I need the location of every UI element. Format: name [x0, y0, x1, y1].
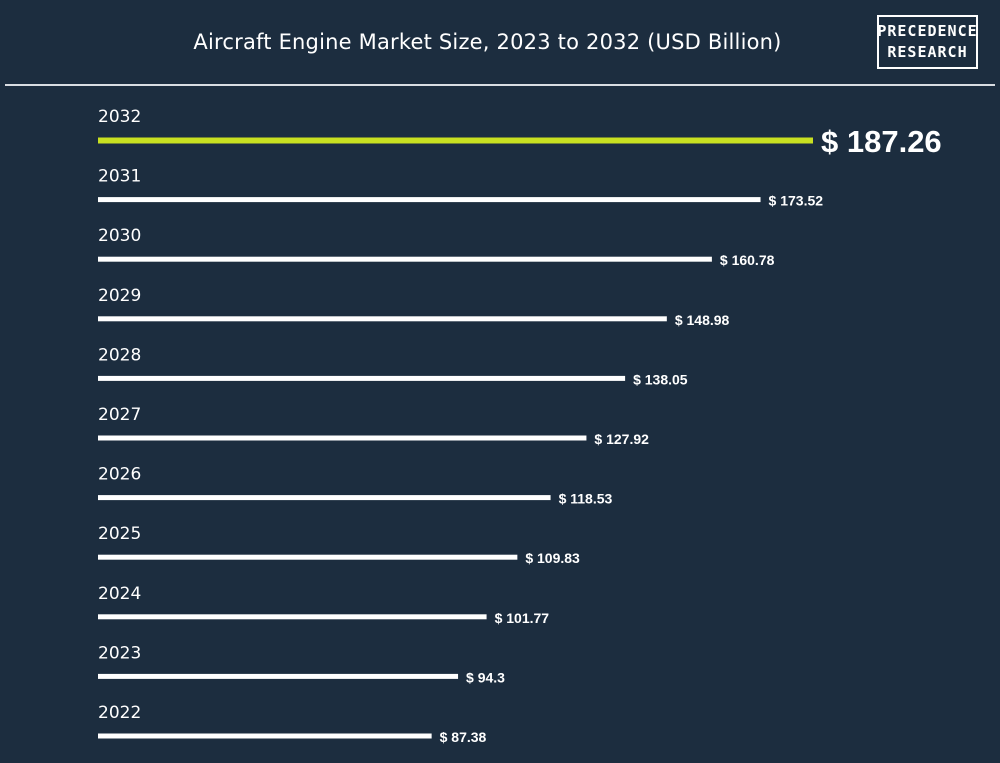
year-label: 2028	[98, 345, 141, 365]
year-label: 2026	[98, 465, 141, 485]
chart-title: Aircraft Engine Market Size, 2023 to 203…	[193, 30, 782, 54]
year-label: 2030	[98, 226, 141, 246]
bar	[98, 256, 712, 262]
year-label: 2025	[98, 524, 141, 544]
value-label: $ 118.53	[559, 491, 613, 507]
year-label: 2029	[98, 286, 141, 306]
year-label: 2031	[98, 167, 141, 187]
bar	[98, 554, 518, 560]
precedence-research-logo: PRECEDENCE RESEARCH	[877, 15, 978, 69]
value-label: $ 160.78	[720, 252, 775, 268]
title-divider	[5, 84, 995, 86]
bar	[98, 375, 626, 381]
value-label: $ 87.38	[440, 729, 487, 745]
bar	[98, 614, 487, 620]
value-label: $ 127.92	[594, 431, 649, 447]
logo-line-1: PRECEDENCE	[877, 22, 978, 40]
highlight-bar	[98, 137, 813, 144]
bar	[98, 197, 761, 203]
bar	[98, 733, 432, 739]
highlight-value-label: $ 187.26	[821, 124, 942, 159]
value-label: $ 148.98	[675, 312, 730, 328]
value-label: $ 173.52	[769, 193, 824, 209]
year-label: 2022	[98, 703, 141, 723]
year-label: 2023	[98, 643, 141, 663]
value-label: $ 101.77	[495, 610, 550, 626]
bar	[98, 495, 551, 501]
value-label: $ 94.3	[466, 669, 505, 685]
year-label: 2032	[98, 107, 141, 127]
logo-line-2: RESEARCH	[887, 43, 968, 61]
value-label: $ 109.83	[525, 550, 580, 566]
bar	[98, 316, 667, 322]
value-label: $ 138.05	[633, 371, 688, 387]
bar	[98, 435, 587, 441]
bar	[98, 673, 459, 679]
year-label: 2027	[98, 405, 141, 425]
year-label: 2024	[98, 584, 141, 604]
